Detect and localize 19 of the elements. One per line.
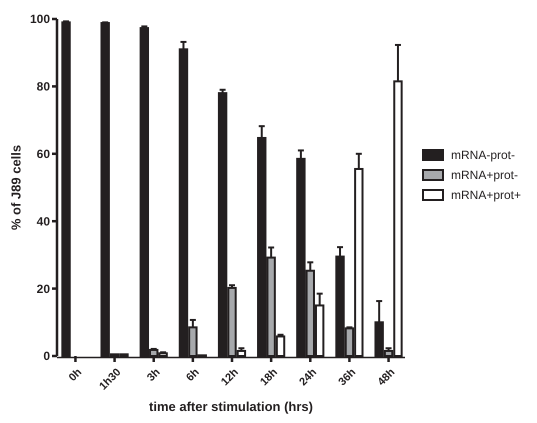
x-tick-label: 3h [144, 366, 163, 384]
x-tick-label: 48h [376, 366, 398, 388]
y-tick-label: 100 [30, 12, 50, 26]
y-tick-label: 60 [36, 147, 50, 161]
y-tick-label: 0 [43, 349, 50, 364]
y-tick-label: 20 [36, 282, 50, 296]
x-tick-label: 24h [297, 366, 320, 388]
x-axis-title: time after stimulation (hrs) [149, 399, 313, 414]
y-tick-label: 80 [36, 80, 50, 94]
x-tick-label: 36h [336, 366, 358, 388]
x-tick-label: 18h [258, 366, 280, 388]
x-tick-label: 0h [66, 366, 84, 384]
legend-label: mRNA+prot- [451, 168, 518, 182]
y-axis-title: % of J89 cells [8, 144, 24, 230]
x-tick-label: 12h [218, 366, 242, 388]
legend-label: mRNA-prot- [451, 148, 516, 162]
legend-label: mRNA+prot+ [451, 188, 522, 202]
y-tick-label: 40 [36, 214, 50, 228]
x-tick-label: 6h [184, 366, 202, 384]
